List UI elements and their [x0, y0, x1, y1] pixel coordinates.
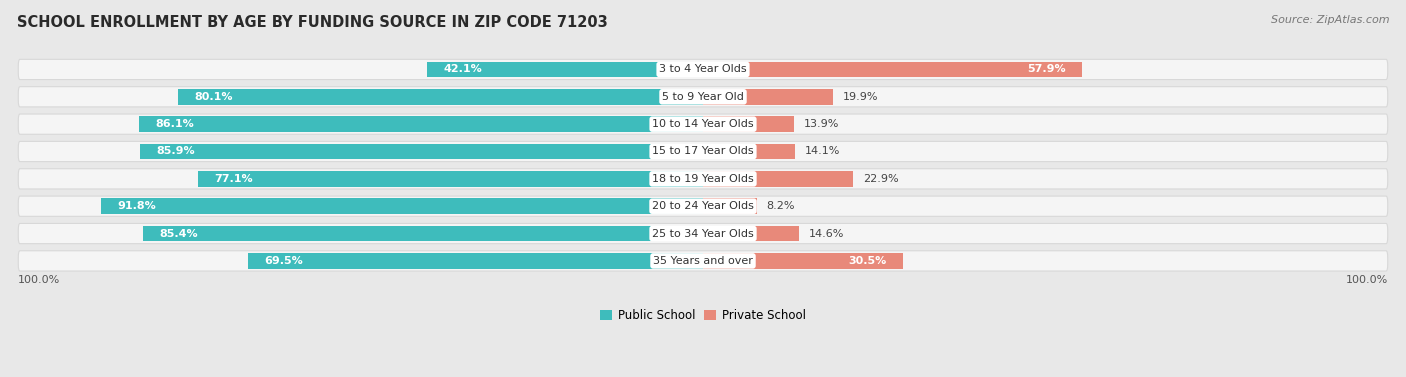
FancyBboxPatch shape: [18, 87, 1388, 107]
Bar: [198, 171, 703, 187]
Text: 19.9%: 19.9%: [844, 92, 879, 102]
Text: 100.0%: 100.0%: [1346, 274, 1388, 285]
FancyBboxPatch shape: [18, 251, 1388, 271]
Bar: [247, 253, 703, 269]
Bar: [101, 198, 703, 214]
Text: 80.1%: 80.1%: [194, 92, 233, 102]
Text: 14.6%: 14.6%: [808, 228, 844, 239]
Text: 85.9%: 85.9%: [156, 147, 195, 156]
Bar: [143, 225, 703, 242]
Bar: [179, 89, 703, 105]
Text: Source: ZipAtlas.com: Source: ZipAtlas.com: [1271, 15, 1389, 25]
Text: 14.1%: 14.1%: [806, 147, 841, 156]
Text: 20 to 24 Year Olds: 20 to 24 Year Olds: [652, 201, 754, 211]
FancyBboxPatch shape: [18, 196, 1388, 216]
FancyBboxPatch shape: [18, 224, 1388, 244]
Bar: [703, 61, 1083, 77]
FancyBboxPatch shape: [18, 141, 1388, 162]
FancyBboxPatch shape: [18, 59, 1388, 80]
Bar: [427, 61, 703, 77]
Bar: [703, 253, 903, 269]
Text: 10 to 14 Year Olds: 10 to 14 Year Olds: [652, 119, 754, 129]
Text: 22.9%: 22.9%: [863, 174, 898, 184]
Text: 5 to 9 Year Old: 5 to 9 Year Old: [662, 92, 744, 102]
Bar: [703, 225, 799, 242]
Bar: [703, 198, 756, 214]
Bar: [703, 144, 796, 159]
Text: 18 to 19 Year Olds: 18 to 19 Year Olds: [652, 174, 754, 184]
Text: 35 Years and over: 35 Years and over: [652, 256, 754, 266]
Text: 30.5%: 30.5%: [848, 256, 886, 266]
Bar: [703, 89, 834, 105]
Bar: [141, 144, 703, 159]
Text: 85.4%: 85.4%: [160, 228, 198, 239]
Bar: [703, 116, 794, 132]
Bar: [703, 171, 853, 187]
Bar: [139, 116, 703, 132]
Text: 13.9%: 13.9%: [804, 119, 839, 129]
Text: 3 to 4 Year Olds: 3 to 4 Year Olds: [659, 64, 747, 74]
FancyBboxPatch shape: [18, 114, 1388, 134]
Text: SCHOOL ENROLLMENT BY AGE BY FUNDING SOURCE IN ZIP CODE 71203: SCHOOL ENROLLMENT BY AGE BY FUNDING SOUR…: [17, 15, 607, 30]
Text: 8.2%: 8.2%: [766, 201, 794, 211]
Text: 42.1%: 42.1%: [443, 64, 482, 74]
Text: 91.8%: 91.8%: [118, 201, 156, 211]
Text: 57.9%: 57.9%: [1028, 64, 1066, 74]
Text: 25 to 34 Year Olds: 25 to 34 Year Olds: [652, 228, 754, 239]
Legend: Public School, Private School: Public School, Private School: [595, 304, 811, 326]
Text: 100.0%: 100.0%: [18, 274, 60, 285]
Text: 15 to 17 Year Olds: 15 to 17 Year Olds: [652, 147, 754, 156]
Text: 77.1%: 77.1%: [214, 174, 253, 184]
Text: 69.5%: 69.5%: [264, 256, 302, 266]
FancyBboxPatch shape: [18, 169, 1388, 189]
Text: 86.1%: 86.1%: [155, 119, 194, 129]
